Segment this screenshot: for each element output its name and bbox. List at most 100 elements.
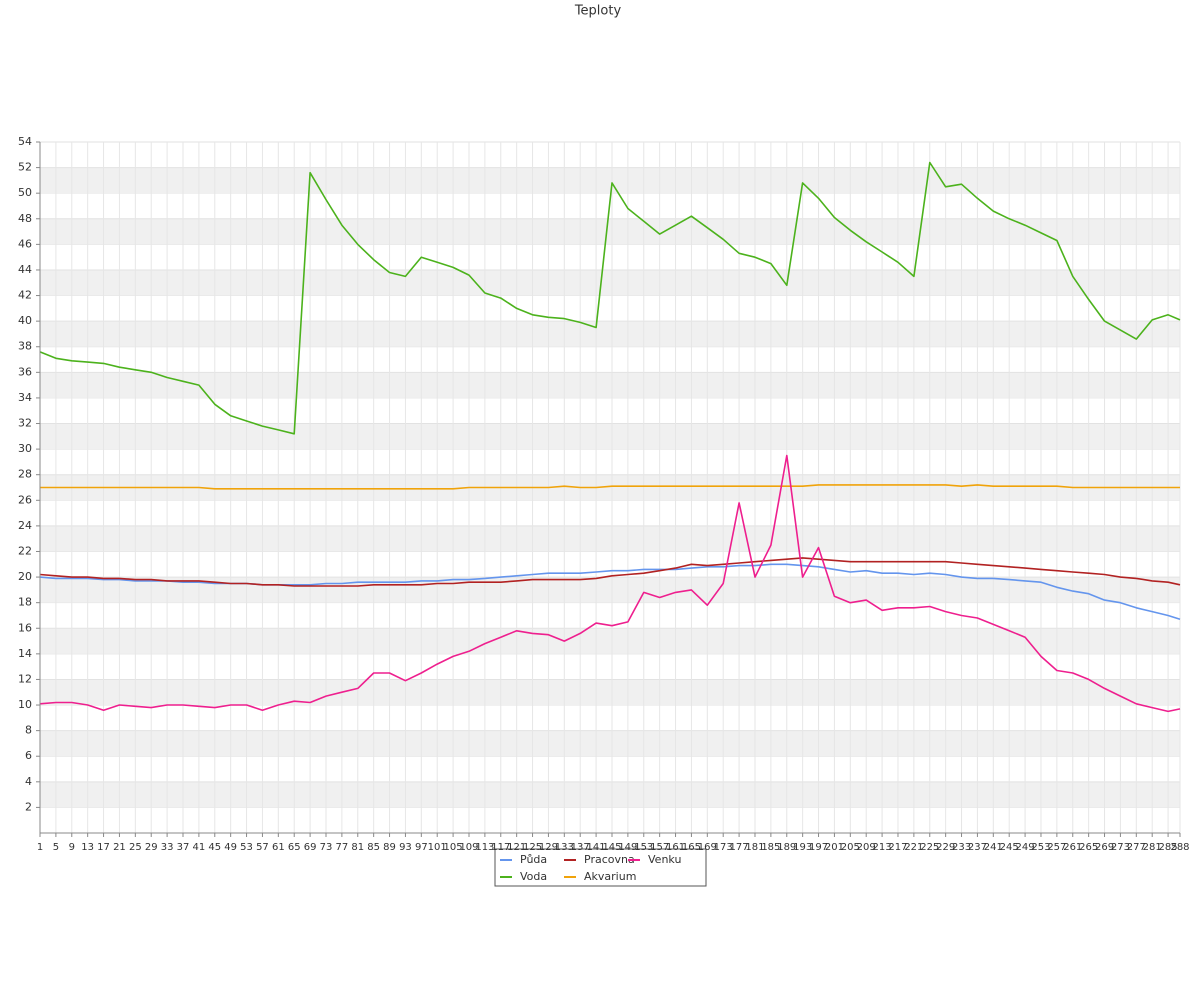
x-tick-label: 261 <box>1063 842 1082 853</box>
x-tick-label: 185 <box>761 842 780 853</box>
x-tick-label: 269 <box>1095 842 1114 853</box>
grid-band <box>40 730 1180 757</box>
legend-label: Venku <box>648 853 681 866</box>
x-tick-label: 21 <box>113 842 126 853</box>
plot <box>39 161 1181 713</box>
x-tick-label: 85 <box>367 842 380 853</box>
x-tick-label: 137 <box>571 842 590 853</box>
x-tick-label: 93 <box>399 842 412 853</box>
x-tick-label: 69 <box>304 842 317 853</box>
x-tick-label: 101 <box>428 842 447 853</box>
x-tick-label: 121 <box>507 842 526 853</box>
x-tick-label: 181 <box>745 842 764 853</box>
y-tick-label: 32 <box>18 417 32 430</box>
x-tick-label: 225 <box>920 842 939 853</box>
x-tick-label: 233 <box>952 842 971 853</box>
legend-box <box>494 848 707 887</box>
x-tick-label: 125 <box>523 842 542 853</box>
x-tick-label: 157 <box>650 842 669 853</box>
x-tick-label: 217 <box>888 842 907 853</box>
grid-band <box>40 269 1180 296</box>
legend-label: Pracovna <box>584 853 635 866</box>
y-tick-label: 4 <box>25 775 32 788</box>
x-tick-label: 113 <box>475 842 494 853</box>
x-tick-label: 273 <box>1111 842 1130 853</box>
y-tick-label: 16 <box>18 621 32 634</box>
x-tick-label: 77 <box>336 842 349 853</box>
x-tick-label: 25 <box>129 842 142 853</box>
x-tick-label: 1 <box>37 842 43 853</box>
x-tick-label: 149 <box>618 842 637 853</box>
y-tick-label: 54 <box>18 135 32 148</box>
y-tick-label: 52 <box>18 161 32 174</box>
x-tick-label: 61 <box>272 842 285 853</box>
x-tick-label: 65 <box>288 842 301 853</box>
y-tick-label: 34 <box>18 391 32 404</box>
y-tick-label: 22 <box>18 544 32 557</box>
y-tick-label: 26 <box>18 493 32 506</box>
x-tick-label: 17 <box>97 842 110 853</box>
grid-bands <box>40 141 1180 808</box>
x-tick-label: 189 <box>777 842 796 853</box>
y-tick-label: 46 <box>18 237 32 250</box>
x-tick-label: 285 <box>1159 842 1178 853</box>
legend-label: Půda <box>520 853 547 866</box>
x-tick-label: 253 <box>1031 842 1050 853</box>
x-tick-label: 237 <box>968 842 987 853</box>
grid-band <box>40 167 1180 194</box>
x-tick-label: 201 <box>825 842 844 853</box>
legend-label: Akvarium <box>584 870 636 883</box>
grid-band <box>40 321 1180 347</box>
x-tick-label: 133 <box>555 842 574 853</box>
x-tick-label: 277 <box>1127 842 1146 853</box>
x-tick-label: 117 <box>491 842 510 853</box>
x-tick-label: 153 <box>634 842 653 853</box>
grid-band <box>40 679 1180 706</box>
x-tick-label: 13 <box>81 842 94 853</box>
y-tick-label: 38 <box>18 340 32 353</box>
grid-band <box>40 372 1180 398</box>
x-tick-label: 249 <box>1016 842 1035 853</box>
x-tick-label: 177 <box>730 842 749 853</box>
series-line <box>39 557 1181 587</box>
x-tick-label: 45 <box>208 842 221 853</box>
legend-label: Voda <box>520 870 547 883</box>
x-tick-label: 97 <box>415 842 428 853</box>
y-tick-label: 8 <box>25 724 32 737</box>
series-line <box>39 161 1181 435</box>
y-tick-label: 48 <box>18 212 32 225</box>
x-tick-label: 129 <box>539 842 558 853</box>
x-tick-label: 9 <box>69 842 75 853</box>
x-tick-label: 281 <box>1143 842 1162 853</box>
x-tick-label: 73 <box>320 842 333 853</box>
x-tick-label: 29 <box>145 842 158 853</box>
y-tick-label: 40 <box>18 314 32 327</box>
x-tick-label: 89 <box>383 842 396 853</box>
series-line <box>39 454 1181 713</box>
x-tick-label: 229 <box>936 842 955 853</box>
x-tick-label: 257 <box>1047 842 1066 853</box>
x-tick-label: 221 <box>904 842 923 853</box>
x-tick-label: 193 <box>793 842 812 853</box>
x-tick-label: 37 <box>177 842 190 853</box>
x-tick-label: 165 <box>682 842 701 853</box>
series-line <box>40 484 1180 490</box>
y-tick-label: 14 <box>18 647 32 660</box>
grid-band <box>40 423 1180 450</box>
y-tick-label: 36 <box>18 365 32 378</box>
grid-band <box>40 628 1180 654</box>
y-tick-label: 20 <box>18 570 32 583</box>
x-tick-label: 53 <box>240 842 253 853</box>
y-tick-label: 12 <box>18 672 32 685</box>
x-tick-label: 49 <box>224 842 237 853</box>
x-tick-label: 33 <box>161 842 174 853</box>
x-tick-label: 288 <box>1170 842 1189 853</box>
x-tick-label: 213 <box>873 842 892 853</box>
x-tick-label: 205 <box>841 842 860 853</box>
x-tick-label: 109 <box>459 842 478 853</box>
x-tick-label: 265 <box>1079 842 1098 853</box>
x-tick-label: 41 <box>193 842 206 853</box>
y-tick-label: 6 <box>25 749 32 762</box>
y-tick-label: 28 <box>18 468 32 481</box>
x-tick-label: 57 <box>256 842 269 853</box>
